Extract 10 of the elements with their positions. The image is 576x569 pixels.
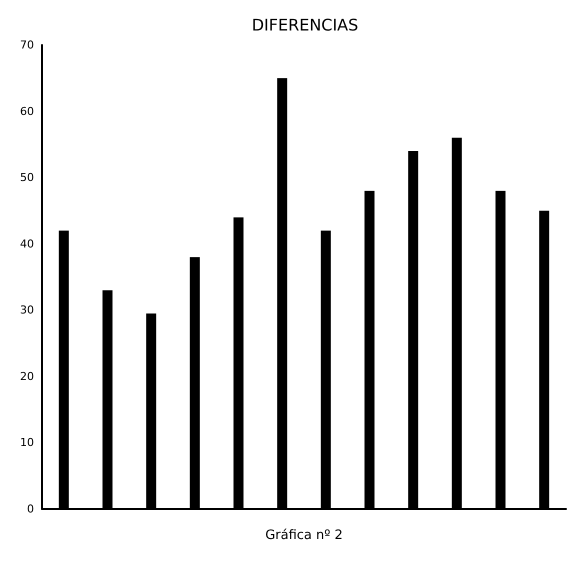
y-tick-label: 50 — [20, 171, 34, 184]
y-tick-label: 40 — [20, 237, 34, 250]
y-tick-label: 10 — [20, 436, 34, 450]
y-tick-label: 30 — [20, 304, 34, 317]
y-tick-label: 0 — [27, 502, 34, 516]
y-tick-label: 60 — [20, 104, 34, 118]
chart-title: DIFERENCIAS — [252, 16, 358, 34]
y-tick-label: 20 — [20, 370, 34, 383]
y-tick-label: 70 — [20, 38, 34, 52]
x-axis-title: Gráfica nº 2 — [265, 528, 343, 543]
